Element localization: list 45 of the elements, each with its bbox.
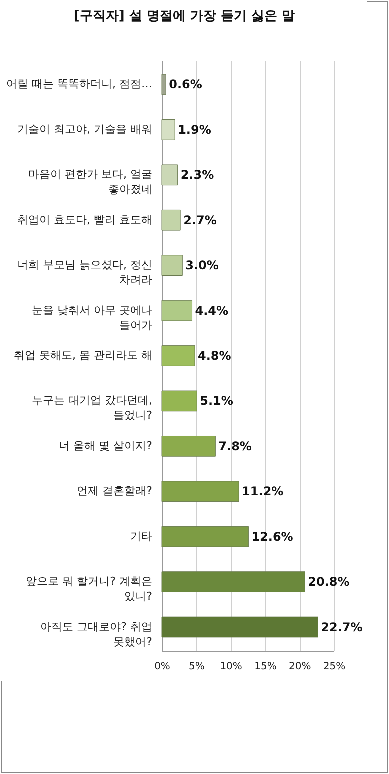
data-label: 4.8% (198, 349, 232, 363)
data-label: 11.2% (242, 484, 284, 499)
data-label: 7.8% (218, 439, 252, 454)
y-tick-label: 기타 (130, 530, 152, 543)
y-tick-label: 어릴 때는 똑똑하더니, 점점… (6, 78, 152, 91)
x-tick-label: 20% (288, 662, 312, 672)
bar (162, 481, 240, 502)
data-label: 3.0% (186, 258, 219, 273)
y-tick-label: 너희 부모님 늙으셨다, 정신 차려라 (18, 258, 152, 287)
y-tick-label: 기술이 최고야, 기술을 배워 (18, 122, 152, 136)
bar (162, 300, 193, 322)
data-label: 4.4% (195, 304, 229, 318)
y-tick-label: 누구는 대기업 갔다던데, 들었니? (32, 394, 153, 422)
bar (162, 210, 181, 231)
bar (162, 572, 306, 592)
data-label: 5.1% (200, 394, 234, 408)
y-tick-label: 앞으로 뭐 할거니? 계획은 있니? (26, 575, 153, 604)
bar (162, 526, 249, 548)
x-tick-label: 0% (154, 662, 170, 672)
x-tick-label: 15% (254, 662, 277, 672)
y-tick-label: 언제 결혼할래? (77, 484, 153, 498)
data-label: 2.7% (184, 213, 217, 228)
chart-title: [구직자] 설 명절에 가장 듣기 싫은 말 (74, 9, 295, 24)
bar (162, 164, 178, 186)
bar (162, 390, 198, 412)
y-tick-label: 아직도 그대로야? 취업 못했어? (40, 620, 153, 648)
data-label: 1.9% (178, 122, 212, 137)
y-tick-label: 너 올해 몇 살이지? (59, 439, 153, 452)
data-label: 2.3% (180, 168, 214, 182)
bar (162, 255, 183, 276)
data-label: 12.6% (252, 530, 294, 544)
x-tick-label: 25% (323, 662, 346, 672)
y-tick-label: 취업 못해도, 몸 관리라도 해 (14, 349, 152, 362)
bar (162, 616, 318, 638)
y-tick-label: 마음이 편한가 보다, 얼굴 좋아졌네 (28, 168, 152, 196)
y-tick-label: 취업이 효도다, 빨리 효도해 (18, 213, 152, 226)
data-label: 0.6% (169, 78, 202, 92)
bar (162, 346, 196, 366)
x-tick-label: 5% (188, 662, 205, 672)
data-label: 20.8% (308, 575, 350, 590)
bar (162, 120, 176, 140)
y-tick-label: 눈을 낮춰서 아무 곳에나 들어가 (32, 304, 152, 332)
bar (162, 436, 216, 457)
data-label: 22.7% (321, 620, 363, 634)
x-tick-label: 10% (220, 662, 242, 672)
